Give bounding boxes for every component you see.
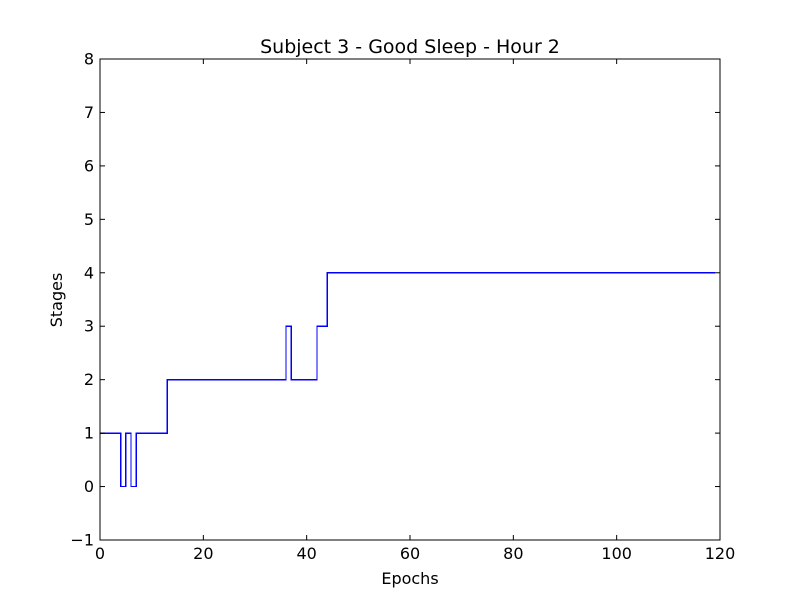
x-tick-label: 60 bbox=[400, 544, 420, 563]
x-tick-label: 40 bbox=[296, 544, 316, 563]
x-tick-label: 80 bbox=[503, 544, 523, 563]
x-axis-title: Epochs bbox=[381, 569, 438, 588]
y-tick-label: 8 bbox=[84, 50, 94, 69]
y-tick-label: 7 bbox=[84, 103, 94, 122]
y-axis-title: Stages bbox=[47, 273, 66, 328]
y-tick-label: 2 bbox=[84, 370, 94, 389]
y-tick-label: 4 bbox=[84, 263, 94, 282]
y-tick-label: 1 bbox=[84, 424, 94, 443]
series-line-0 bbox=[100, 272, 715, 488]
x-tick-label: 0 bbox=[95, 544, 105, 563]
x-axis: 0 20 40 60 80 100 120 bbox=[95, 59, 735, 563]
plot-frame bbox=[99, 58, 721, 541]
plot-area bbox=[99, 58, 721, 541]
x-tick-label: 20 bbox=[193, 544, 213, 563]
x-tick-label: 120 bbox=[705, 544, 736, 563]
chart-title: Subject 3 - Good Sleep - Hour 2 bbox=[260, 36, 560, 58]
y-tick-label: −1 bbox=[70, 531, 94, 550]
y-axis: −1 0 1 2 3 4 5 6 7 8 bbox=[70, 50, 720, 550]
x-tick-label: 100 bbox=[601, 544, 632, 563]
y-tick-label: 5 bbox=[84, 210, 94, 229]
y-tick-label: 6 bbox=[84, 156, 94, 175]
y-tick-label: 0 bbox=[84, 477, 94, 496]
y-tick-label: 3 bbox=[84, 317, 94, 336]
